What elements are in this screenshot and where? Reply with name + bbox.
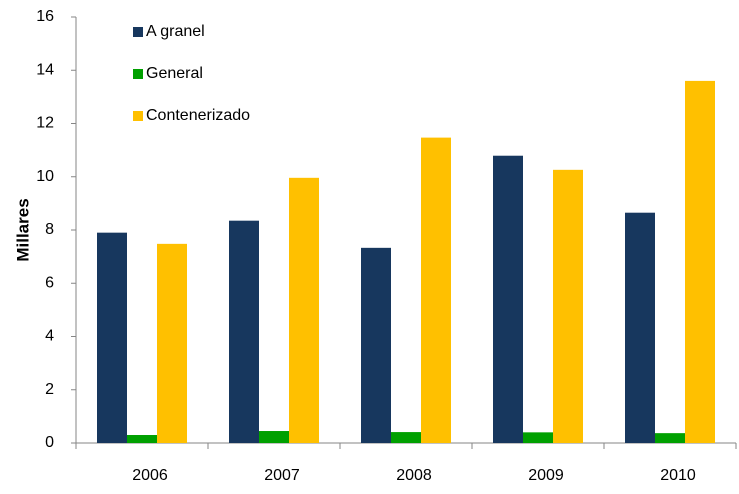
bar <box>391 432 421 443</box>
y-tick-label: 8 <box>45 221 54 238</box>
x-tick-label: 2008 <box>396 467 432 484</box>
bar <box>97 232 127 443</box>
bar <box>361 247 391 443</box>
y-tick-label: 4 <box>45 328 54 345</box>
legend-label: A granel <box>146 23 205 40</box>
x-tick-label: 2006 <box>132 467 168 484</box>
bar <box>625 212 655 443</box>
y-tick-label: 16 <box>36 8 54 25</box>
legend-swatch <box>133 69 143 79</box>
bar <box>229 220 259 443</box>
legend-swatch <box>133 111 143 121</box>
bar <box>127 435 157 443</box>
legend-label: General <box>146 65 203 82</box>
y-tick-label: 2 <box>45 381 54 398</box>
bar <box>289 177 319 443</box>
bar <box>553 169 583 443</box>
bar <box>523 432 553 443</box>
y-tick-label: 12 <box>36 115 54 132</box>
bar <box>493 155 523 443</box>
bar <box>685 80 715 444</box>
y-tick-label: 6 <box>45 274 54 291</box>
legend-swatch <box>133 27 143 37</box>
bar <box>157 243 187 443</box>
y-axis-label: Millares <box>13 198 32 261</box>
x-tick-label: 2010 <box>660 467 696 484</box>
y-tick-label: 14 <box>36 61 54 78</box>
legend-label: Contenerizado <box>146 107 250 124</box>
bar <box>655 433 685 443</box>
bar <box>259 431 289 443</box>
x-tick-label: 2009 <box>528 467 564 484</box>
bar <box>421 137 451 443</box>
x-tick-label: 2007 <box>264 467 300 484</box>
y-tick-label: 0 <box>45 434 54 451</box>
y-tick-label: 10 <box>36 168 54 185</box>
